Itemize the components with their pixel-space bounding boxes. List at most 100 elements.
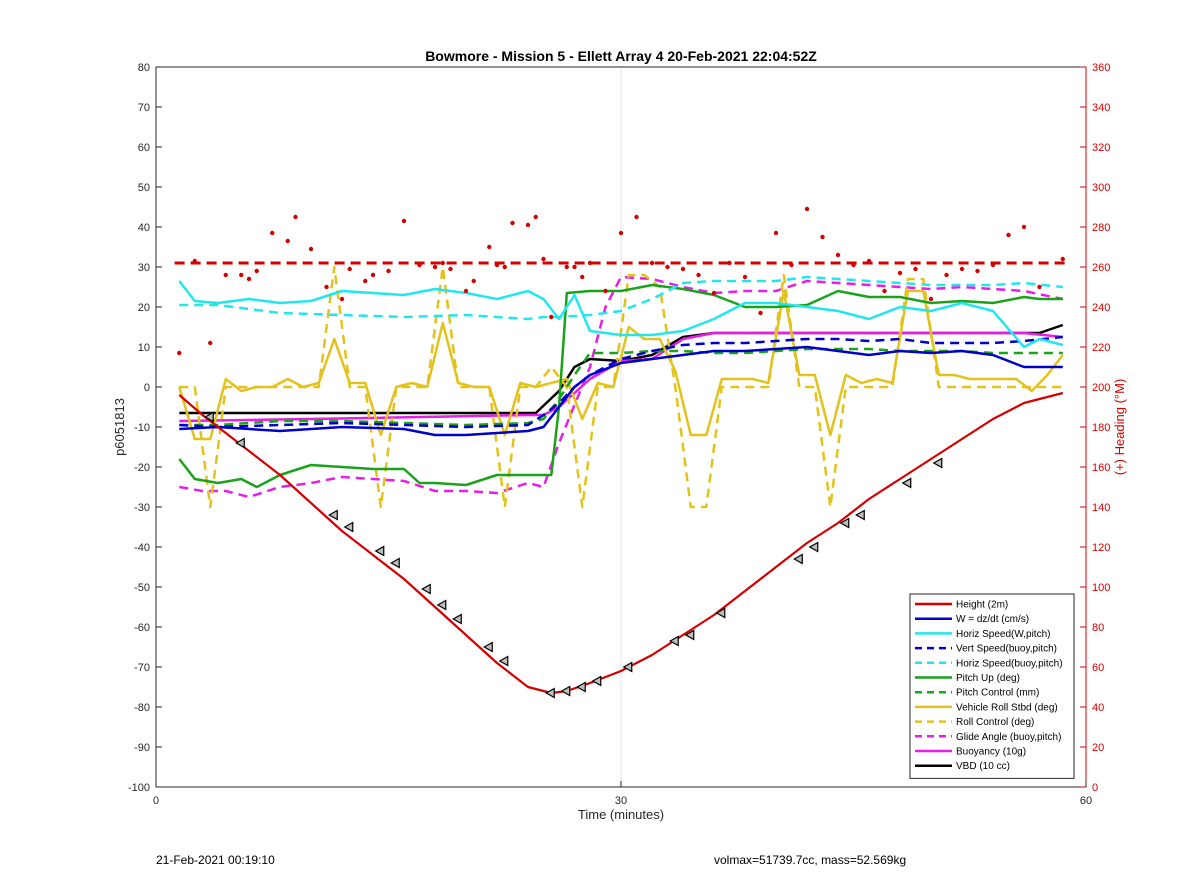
track-marker — [669, 635, 679, 647]
heading-point — [990, 262, 996, 268]
heading-point — [541, 256, 546, 262]
heading-point — [401, 218, 407, 224]
track-marker — [374, 545, 385, 557]
heading-point — [549, 314, 554, 320]
heading-point — [1021, 224, 1027, 230]
legend-entry: Pitch Up (deg) — [956, 673, 1020, 684]
heading-point — [432, 264, 438, 270]
series-line-6 — [178, 283, 1063, 489]
track-marker — [622, 661, 633, 673]
y-tick-label: -70 — [134, 662, 150, 674]
y2-tick-label: 260 — [1092, 262, 1110, 274]
track-marker — [901, 477, 912, 489]
heading-point — [572, 264, 577, 270]
y2-tick-label: 360 — [1092, 62, 1110, 74]
heading-point — [223, 272, 228, 278]
legend-entry: Height (2m) — [956, 600, 1008, 611]
y2-axis-label: (+) Heading (°M) — [1112, 379, 1127, 476]
heading-point — [502, 264, 507, 270]
y-tick-label: 20 — [138, 302, 150, 314]
y-tick-label: 60 — [138, 142, 150, 154]
y2-tick-label: 20 — [1092, 742, 1104, 754]
heading-point — [293, 214, 298, 220]
tick-layer: 80706050403020100-10-20-30-40-50-60-70-8… — [128, 62, 1110, 807]
y2-tick-label: 160 — [1092, 462, 1110, 474]
series-line-8 — [178, 289, 1064, 441]
series-line-10 — [179, 275, 1064, 499]
heading-point — [928, 296, 934, 302]
heading-point — [580, 274, 585, 280]
legend-entry: Vert Speed(buoy,pitch) — [956, 644, 1057, 655]
y2-tick-label: 0 — [1092, 782, 1098, 794]
track-marker — [715, 607, 726, 619]
y2-tick-label: 60 — [1092, 662, 1104, 674]
y2-tick-label: 180 — [1092, 422, 1110, 434]
legend-entry: Horiz Speed(W,pitch) — [956, 629, 1050, 640]
heading-point — [239, 272, 244, 278]
y-tick-label: 0 — [144, 382, 150, 394]
series-line-9 — [179, 265, 1063, 509]
y-tick-label: -20 — [134, 462, 150, 474]
y-tick-label: -100 — [128, 782, 150, 794]
heading-point — [634, 214, 639, 220]
heading-points-layer — [177, 206, 1065, 356]
y-tick-label: -50 — [134, 582, 150, 594]
heading-point — [1037, 284, 1042, 290]
heading-point — [440, 260, 445, 266]
heading-point — [975, 268, 980, 274]
legend-entry: Pitch Control (mm) — [956, 688, 1039, 699]
track-marker — [808, 541, 819, 553]
y-tick-label: 30 — [138, 262, 150, 274]
series-layer — [174, 261, 1068, 695]
legend: Height (2m) W = dz/dt (cm/s) Horiz Speed(W… — [909, 593, 1075, 779]
heading-point — [254, 268, 259, 274]
heading-point — [618, 230, 624, 236]
heading-point — [339, 296, 345, 302]
track-marker — [545, 687, 555, 699]
y-tick-label: -90 — [134, 742, 150, 754]
series-line-2 — [179, 345, 1063, 437]
heading-point — [1060, 256, 1065, 262]
y2-tick-label: 300 — [1092, 182, 1110, 194]
track-marker — [343, 521, 354, 533]
heading-point — [835, 252, 841, 258]
heading-point — [370, 272, 376, 278]
heading-point — [897, 270, 903, 276]
marker-layer — [204, 411, 943, 699]
track-marker — [839, 517, 850, 529]
heading-point — [417, 262, 422, 268]
heading-point — [649, 260, 655, 266]
series-line-4 — [179, 335, 1063, 429]
heading-point — [680, 266, 686, 272]
track-marker — [932, 457, 943, 469]
heading-point — [603, 288, 608, 294]
legend-entry: Buoyancy (10g) — [956, 747, 1026, 758]
heading-point — [177, 350, 182, 356]
legend-entry: Horiz Speed(buoy,pitch) — [956, 658, 1063, 669]
legend-entry: Roll Control (deg) — [956, 717, 1034, 728]
footer-info: volmax=51739.7cc, mass=52.569kg — [714, 853, 907, 867]
track-marker — [498, 655, 509, 667]
y-tick-label: -80 — [134, 702, 150, 714]
heading-point — [494, 262, 500, 268]
track-marker — [328, 509, 338, 521]
x-axis-label: Time (minutes) — [578, 807, 664, 822]
heading-point — [246, 276, 252, 282]
track-marker — [204, 411, 214, 423]
heading-point — [913, 266, 918, 272]
y-tick-label: -40 — [134, 542, 150, 554]
heading-point — [789, 262, 794, 268]
heading-point — [270, 230, 275, 236]
heading-point — [587, 260, 593, 266]
y-tick-label: 80 — [138, 62, 150, 74]
heading-point — [882, 288, 887, 294]
x-tick-label: 0 — [153, 795, 159, 807]
y2-tick-label: 200 — [1092, 382, 1110, 394]
footer-timestamp: 21-Feb-2021 00:19:10 — [156, 853, 275, 867]
track-marker — [684, 629, 695, 641]
track-marker — [436, 599, 447, 611]
x-tick-label: 30 — [615, 795, 627, 807]
y2-tick-label: 320 — [1092, 142, 1110, 154]
heading-point — [208, 340, 213, 346]
